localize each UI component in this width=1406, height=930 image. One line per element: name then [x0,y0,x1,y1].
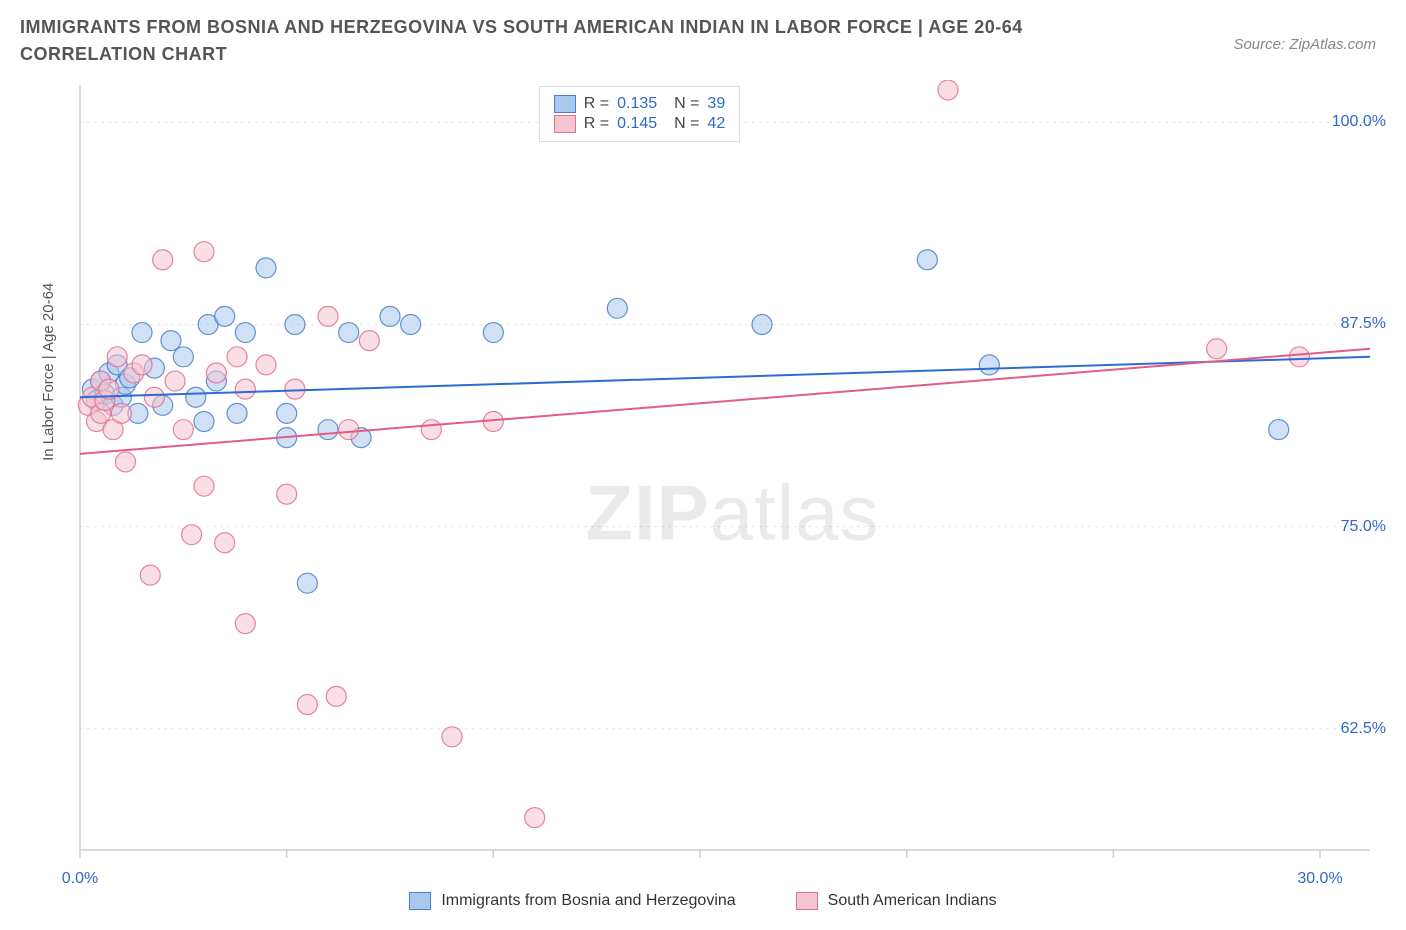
y-tick-label: 62.5% [1341,720,1386,738]
legend-item: South American Indians [796,892,997,910]
legend-row: R = 0.145 N = 42 [554,115,725,133]
source-credit: Source: ZipAtlas.com [1233,14,1386,53]
scatter-chart [20,80,1386,910]
x-tick-label: 30.0% [1297,870,1342,888]
legend-swatch [554,115,576,133]
chart-title: IMMIGRANTS FROM BOSNIA AND HERZEGOVINA V… [20,14,1120,68]
legend-n-label: N = [665,95,699,113]
legend-label: Immigrants from Bosnia and Herzegovina [441,892,735,910]
legend-swatch [409,892,431,910]
legend-swatch [554,95,576,113]
series-legend: Immigrants from Bosnia and Herzegovina So… [20,892,1386,910]
chart-container: ZIPatlas In Labor Force | Age 20-64 62.5… [20,80,1386,910]
legend-n-value: 42 [707,115,725,133]
x-tick-label: 0.0% [62,870,98,888]
legend-r-label: R = [584,115,609,133]
legend-swatch [796,892,818,910]
legend-item: Immigrants from Bosnia and Herzegovina [409,892,735,910]
legend-r-value: 0.135 [617,95,657,113]
y-tick-label: 75.0% [1341,518,1386,536]
legend-row: R = 0.135 N = 39 [554,95,725,113]
y-axis-label: In Labor Force | Age 20-64 [40,283,57,461]
y-tick-label: 100.0% [1332,113,1386,131]
legend-n-value: 39 [707,95,725,113]
legend-r-value: 0.145 [617,115,657,133]
correlation-legend: R = 0.135 N = 39R = 0.145 N = 42 [539,86,740,142]
y-tick-label: 87.5% [1341,315,1386,333]
legend-label: South American Indians [828,892,997,910]
legend-r-label: R = [584,95,609,113]
legend-n-label: N = [665,115,699,133]
